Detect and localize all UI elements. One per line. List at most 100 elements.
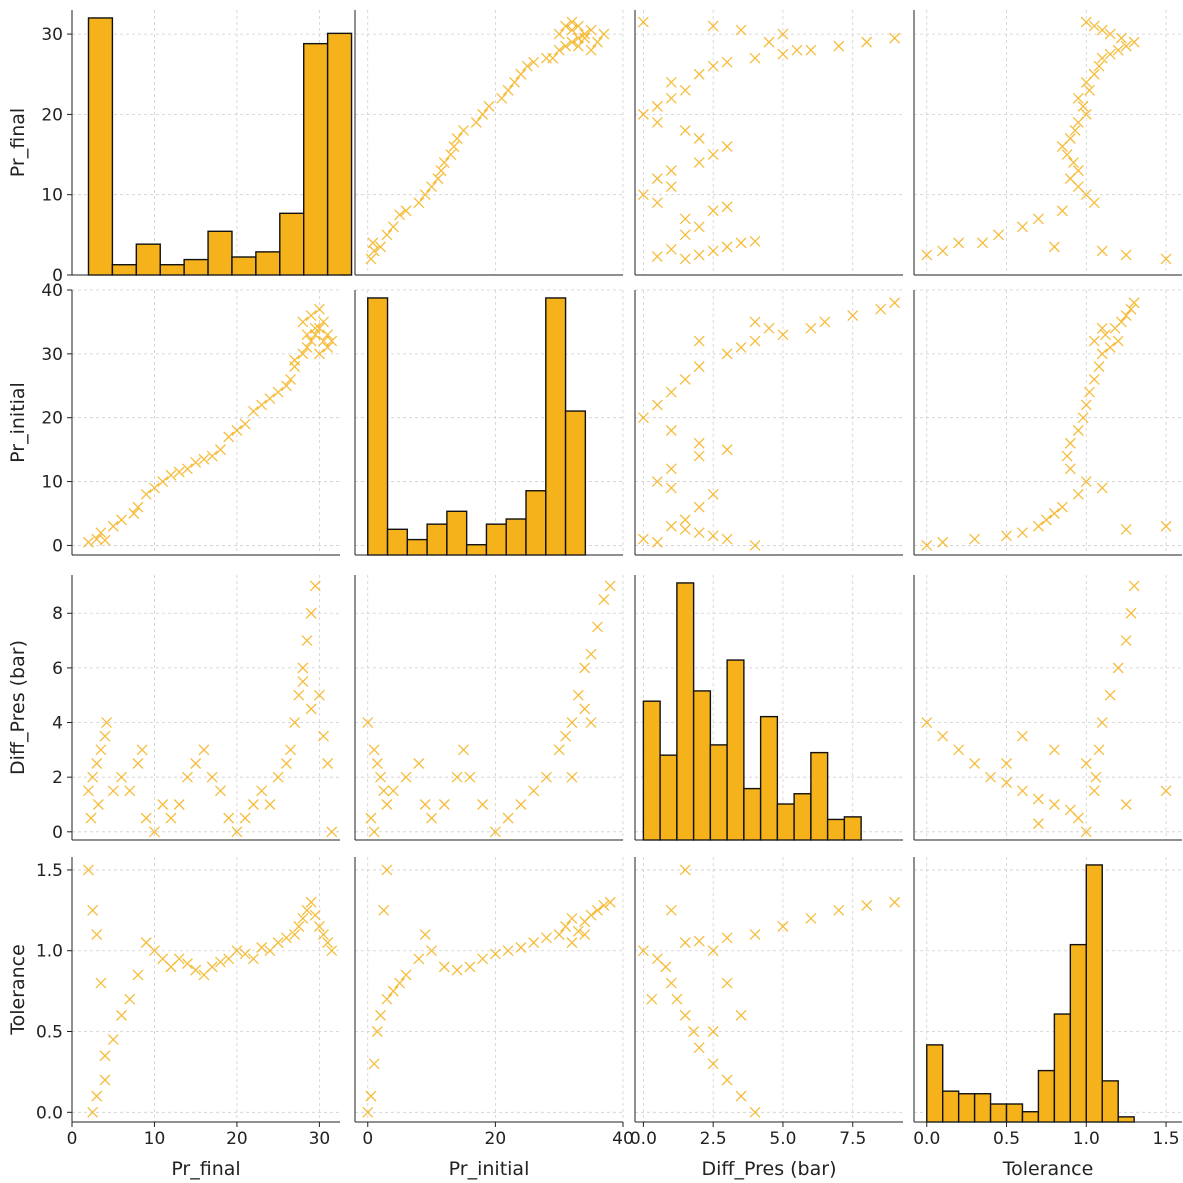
scatter-point — [1112, 335, 1124, 347]
x-tick-label: 0 — [67, 1129, 78, 1149]
scatter-point — [937, 536, 949, 548]
scatter-point — [977, 237, 989, 249]
scatter-point — [521, 60, 533, 72]
y-tick-label: 2 — [52, 768, 63, 788]
scatter-point — [1120, 635, 1132, 647]
scatter-point — [371, 1026, 383, 1037]
y-tick-label: 0 — [52, 266, 63, 286]
y-tick-label: 10 — [41, 473, 63, 493]
scatter-point — [214, 444, 226, 456]
scatter-point — [198, 453, 210, 465]
scatter-point — [921, 717, 933, 728]
scatter-point — [1048, 508, 1060, 519]
histogram-bar — [973, 1093, 992, 1123]
scatter-point — [128, 508, 140, 519]
scatter-point — [1064, 463, 1076, 475]
scatter-point — [1017, 785, 1028, 797]
scatter-point — [553, 744, 565, 756]
histogram-bar — [709, 744, 728, 841]
scatter-point — [707, 530, 719, 542]
scatter-point — [560, 730, 572, 742]
scatter-point — [592, 904, 603, 916]
scatter-point — [1061, 450, 1073, 462]
scatter-point — [777, 28, 789, 40]
scatter-point — [1104, 28, 1116, 40]
scatter-point — [95, 744, 107, 756]
scatter-point — [1096, 717, 1108, 728]
scatter-point — [231, 425, 243, 436]
scatter-point — [721, 444, 733, 456]
scatter-point — [1056, 501, 1068, 513]
scatter-point — [149, 482, 160, 494]
scatter-point — [560, 20, 572, 32]
panel-pr-final-pr-initial — [354, 10, 624, 276]
scatter-point — [280, 380, 292, 392]
scatter-point — [604, 896, 616, 908]
scatter-point — [1096, 245, 1108, 257]
scatter-point — [1048, 241, 1060, 253]
histogram-bar — [826, 818, 846, 841]
scatter-point — [83, 785, 94, 797]
x-tick-label: 7.5 — [839, 1129, 866, 1149]
histogram-bar — [87, 17, 114, 276]
scatter-point — [693, 68, 705, 80]
scatter-point — [301, 329, 313, 341]
scatter-point — [157, 476, 169, 488]
scatter-point — [419, 799, 431, 810]
histogram-bar — [793, 793, 812, 841]
scatter-point — [833, 40, 845, 52]
scatter-point — [400, 771, 412, 783]
scatter-point — [937, 730, 949, 742]
scatter-point — [309, 322, 321, 334]
scatter-point — [665, 76, 677, 88]
scatter-point — [805, 44, 817, 56]
scatter-point — [87, 771, 99, 783]
scatter-point — [1017, 730, 1028, 742]
scatter-point — [305, 310, 317, 322]
y-tick-label: 30 — [41, 25, 63, 45]
scatter-point — [637, 533, 649, 545]
scatter-point — [579, 703, 591, 715]
histogram-bar — [485, 523, 507, 556]
scatter-point — [124, 993, 136, 1005]
scatter-point — [707, 60, 719, 72]
scatter-point — [1088, 335, 1100, 347]
histogram-bar — [207, 230, 233, 276]
scatter-point — [305, 896, 317, 908]
scatter-point — [451, 964, 463, 976]
scatter-point — [326, 335, 338, 347]
scatter-point — [540, 771, 552, 783]
scatter-point — [231, 826, 243, 838]
scatter-point — [585, 44, 597, 56]
scatter-point — [861, 900, 873, 911]
scatter-point — [1120, 310, 1132, 322]
scatter-point — [318, 929, 329, 941]
scatter-point — [1077, 100, 1089, 112]
scatter-point — [293, 689, 305, 701]
scatter-point — [651, 476, 663, 488]
scatter-point — [749, 539, 761, 551]
panel-diff-pres-bar-tolerance — [913, 575, 1182, 841]
scatter-point — [665, 181, 677, 193]
scatter-point — [95, 977, 107, 989]
scatter-point — [477, 799, 489, 810]
scatter-point — [646, 993, 658, 1005]
histogram-bar — [255, 251, 281, 276]
scatter-point — [365, 253, 377, 265]
scatter-point — [721, 1074, 733, 1086]
scatter-point — [99, 730, 111, 742]
scatter-point — [693, 501, 705, 513]
scatter-point — [553, 929, 565, 941]
scatter-point — [448, 141, 460, 152]
scatter-point — [438, 157, 450, 169]
scatter-point — [679, 124, 691, 136]
scatter-point — [688, 1026, 700, 1037]
scatter-point — [1072, 92, 1084, 104]
scatter-point — [735, 342, 747, 353]
scatter-point — [660, 961, 672, 973]
scatter-point — [367, 237, 379, 249]
scatter-point — [313, 348, 325, 360]
scatter-point — [181, 463, 193, 475]
scatter-point — [651, 399, 663, 411]
scatter-point — [206, 771, 218, 783]
